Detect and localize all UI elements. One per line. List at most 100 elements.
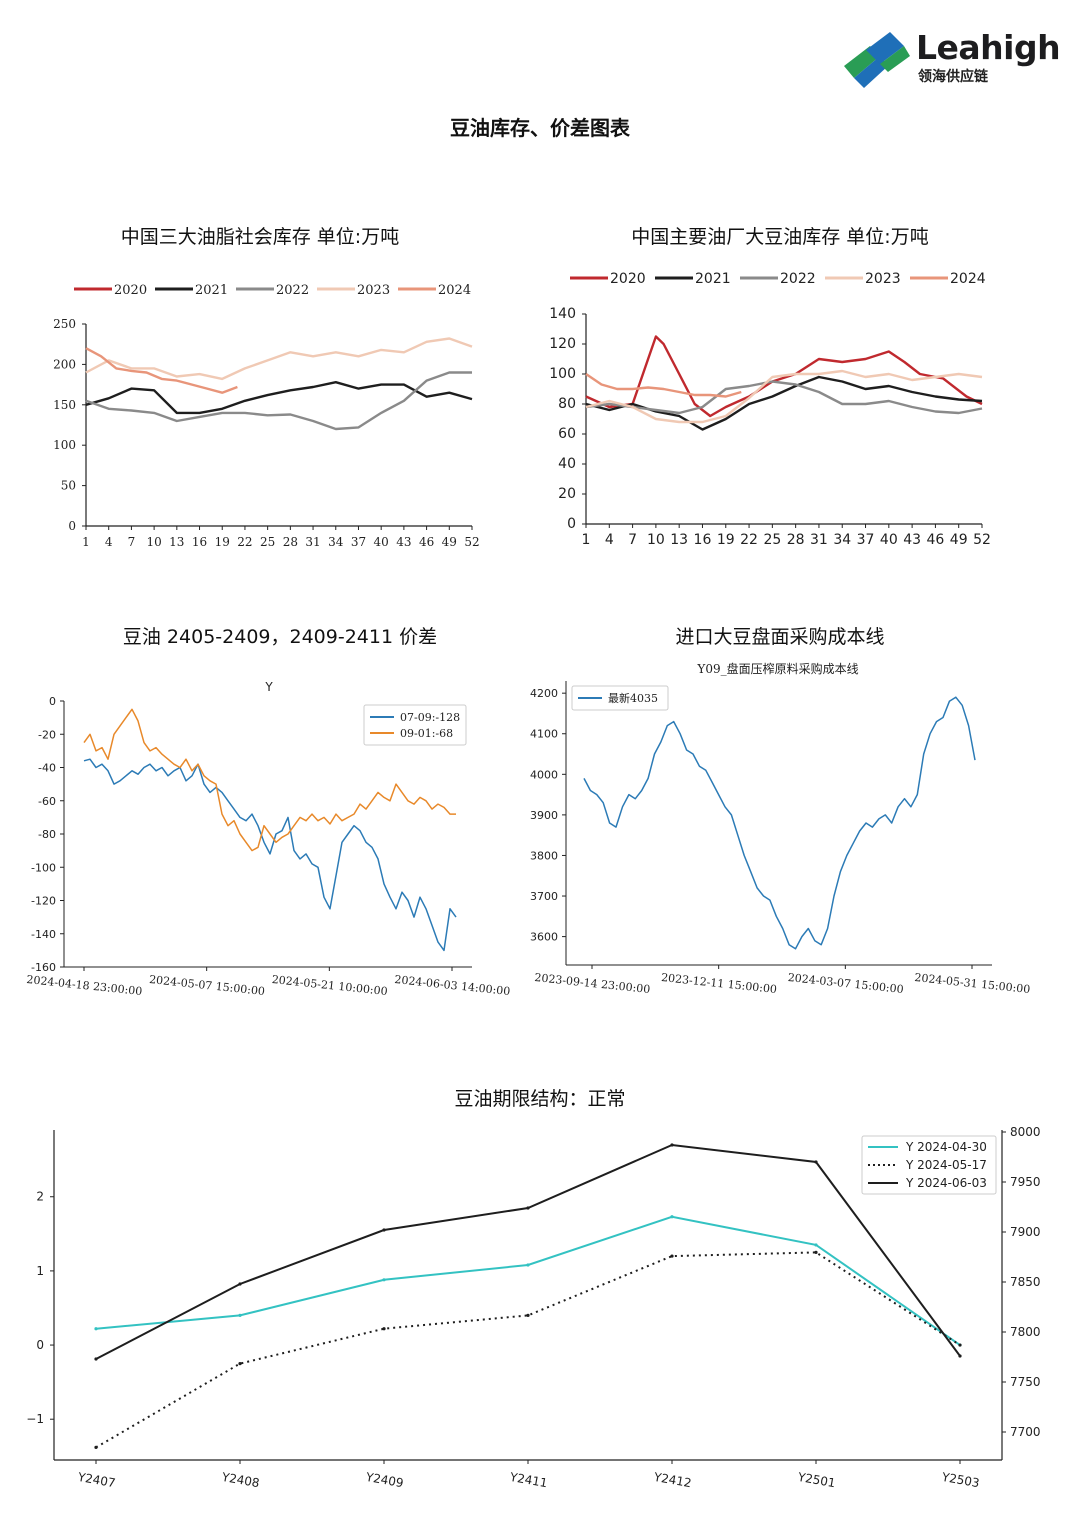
legend-label-2022: 2022	[276, 283, 309, 298]
brand-logo: Leahigh 领海供应链	[840, 26, 1061, 96]
series-point	[382, 1228, 386, 1232]
x-tick-label: 52	[464, 535, 479, 549]
series-line-2021	[85, 380, 473, 415]
y-tick-label: 3800	[530, 849, 558, 862]
x-tick-label: 10	[647, 532, 665, 548]
y-tick-label: 0	[49, 695, 56, 708]
legend-box	[571, 685, 669, 711]
x-tick-label: 7	[628, 532, 637, 548]
legend-label-2023: 2023	[357, 283, 390, 298]
series-point	[670, 1143, 674, 1147]
series-point	[238, 1282, 242, 1286]
x-tick-label: 43	[396, 535, 411, 549]
series-point	[238, 1313, 242, 1317]
y-tick-label: 120	[549, 336, 576, 352]
x-tick-label: 40	[880, 532, 898, 548]
series-point	[94, 1327, 98, 1331]
x-tick-label: 34	[833, 532, 851, 548]
chart-oil-mill-inventory: 1 4 7 10 13 16 19 22 25 28 31 34 37 40 43 46 49 52 0 20 40 60…	[549, 271, 991, 548]
x-tick-label: Y2503	[940, 1470, 981, 1491]
y-tick-label: 80	[558, 396, 576, 412]
legend-label-2024: 2024	[950, 271, 986, 287]
x-tick-label: 25	[763, 532, 781, 548]
series-point	[382, 1327, 386, 1331]
x-tick-label: 10	[146, 535, 161, 549]
series-line-2021	[585, 375, 983, 431]
series-line-09-01:-68	[83, 708, 456, 852]
page-title: 豆油库存、价差图表	[450, 116, 630, 140]
x-tick-label: Y2412	[652, 1470, 693, 1491]
series-line-2023	[585, 369, 983, 424]
legend-box	[363, 704, 467, 746]
y-right-tick-label: 7900	[1010, 1225, 1041, 1239]
chart-social-inventory: 1 4 7 10 13 16 19 22 25 28 31 34 37 40 43 46 49 52 0 50 100 1…	[53, 283, 480, 549]
series-point	[670, 1254, 674, 1258]
x-tick-label: 7	[128, 535, 136, 549]
x-tick-label: Y2408	[220, 1470, 261, 1491]
chart-term-structure: Y2407 Y2408 Y2409 Y2411 Y2412 Y2501 Y2503 −1 0 1 2…	[26, 1125, 1041, 1491]
chart-spread: Y 0 -20 -40 -60 -80 -100 -120 -140 -1602024-04-18…	[26, 680, 511, 998]
series-line-Y-2024-04-30	[95, 1215, 961, 1346]
series-point	[958, 1354, 962, 1358]
x-tick-label: 13	[169, 535, 184, 549]
series-point	[814, 1160, 818, 1164]
x-tick-label: 2024-05-31 15:00:00	[914, 971, 1031, 996]
x-tick-label: 4	[105, 535, 113, 549]
legend: 最新4035	[571, 685, 669, 711]
y-tick-label: 4100	[530, 728, 558, 741]
legend-label: 07-09:-128	[400, 711, 460, 724]
x-tick-label: 34	[328, 535, 344, 549]
series-point	[382, 1278, 386, 1282]
y-tick-label: 250	[53, 317, 76, 331]
chart-import-cost: Y09_盘面压榨原料采购成本线 3600 3700 3800 3900 4000 4100 4…	[530, 661, 1031, 996]
series-point	[526, 1313, 530, 1317]
y-tick-label: -140	[31, 928, 56, 941]
x-tick-label: 13	[670, 532, 688, 548]
y-right-tick-label: 7850	[1010, 1275, 1041, 1289]
legend-label-2021: 2021	[695, 271, 731, 287]
legend-label-2020: 2020	[610, 271, 646, 287]
series-point	[814, 1250, 818, 1254]
legend-label: Y 2024-06-03	[905, 1176, 987, 1190]
series-point	[94, 1357, 98, 1361]
x-tick-label: 4	[605, 532, 614, 548]
series-line-2023	[85, 337, 473, 381]
series-point	[958, 1343, 962, 1347]
y-tick-label: 3600	[530, 931, 558, 944]
legend: Y 2024-04-30 Y 2024-05-17 Y 2024-06-03	[861, 1135, 997, 1195]
x-tick-label: 1	[82, 535, 90, 549]
legend-box	[861, 1135, 997, 1195]
x-tick-label: 2024-06-03 14:00:00	[394, 973, 511, 998]
x-tick-label: 22	[740, 532, 758, 548]
legend-label: Y 2024-05-17	[905, 1158, 987, 1172]
series-point	[526, 1206, 530, 1210]
x-tick-label: 19	[215, 535, 230, 549]
series-line-2022	[585, 380, 983, 415]
x-tick-label: 28	[787, 532, 805, 548]
x-tick-label: 46	[926, 532, 944, 548]
y-tick-label: 4200	[530, 687, 558, 700]
y-tick-label: 140	[549, 306, 576, 322]
y-tick-label: -100	[31, 861, 56, 874]
chart-subtitle: Y09_盘面压榨原料采购成本线	[696, 661, 858, 676]
chart-import-cost-title: 进口大豆盘面采购成本线	[675, 626, 885, 648]
y-tick-label: -80	[38, 828, 56, 841]
chart-spread-title: 豆油 2405-2409，2409-2411 价差	[122, 626, 438, 648]
x-tick-label: 37	[351, 535, 366, 549]
y-right-tick-label: 7950	[1010, 1175, 1041, 1189]
brand-subtitle: 领海供应链	[918, 69, 988, 85]
legend-label: Y 2024-04-30	[905, 1140, 987, 1154]
x-tick-label: 2024-05-21 10:00:00	[271, 973, 388, 998]
y-left-tick-label: 1	[36, 1264, 44, 1278]
y-tick-label: 3700	[530, 890, 558, 903]
x-tick-label: 16	[694, 532, 712, 548]
y-right-tick-label: 7750	[1010, 1375, 1041, 1389]
y-tick-label: -160	[31, 961, 56, 974]
y-tick-label: 50	[61, 479, 76, 493]
x-tick-label: 2024-05-07 15:00:00	[149, 973, 266, 998]
series-point	[670, 1215, 674, 1219]
x-tick-label: 49	[950, 532, 968, 548]
x-tick-label: 16	[192, 535, 207, 549]
x-tick-label: 43	[903, 532, 921, 548]
x-tick-label: 2023-09-14 23:00:00	[534, 971, 651, 996]
